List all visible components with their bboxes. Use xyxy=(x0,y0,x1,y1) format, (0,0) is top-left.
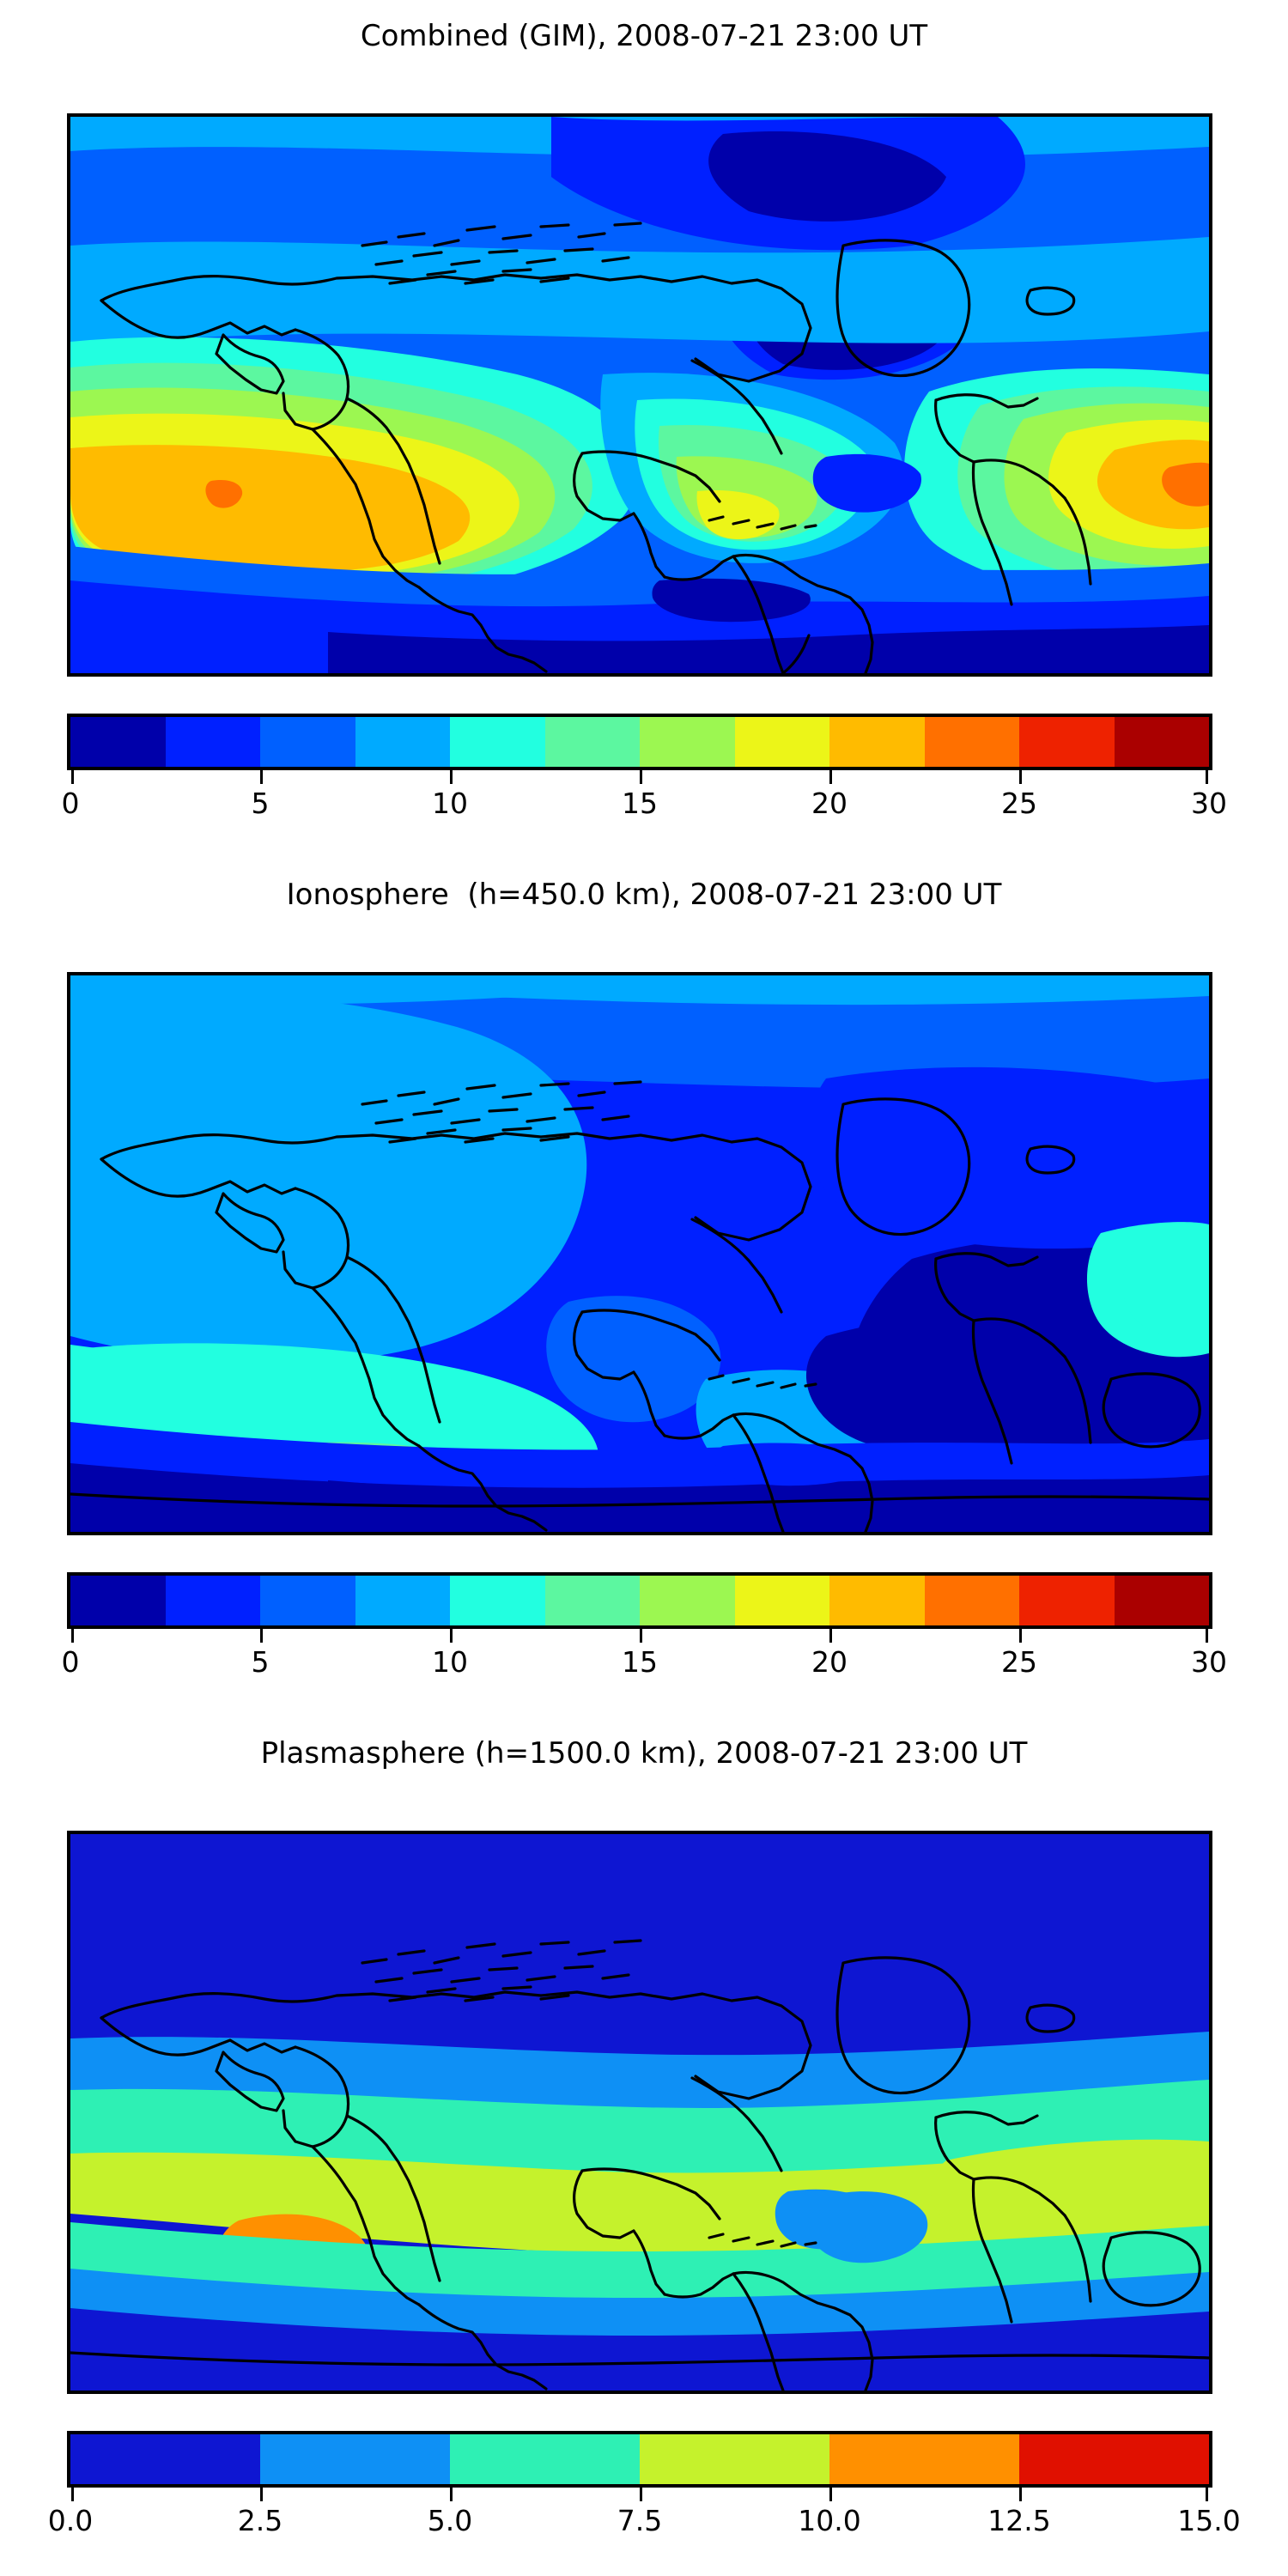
colorbar-ticklabel-1: 2.5 xyxy=(237,2504,283,2537)
colorbar-swatch-11 xyxy=(1114,1576,1209,1625)
colorbar-ticklabel-5: 25 xyxy=(1001,787,1037,820)
colorbar-tick-2 xyxy=(450,770,453,784)
panel-title-plasmasphere: Plasmasphere (h=1500.0 km), 2008-07-21 2… xyxy=(260,1736,1028,1771)
panel-combined-gim: Combined (GIM), 2008-07-21 23:00 UT xyxy=(0,0,1288,859)
map-canvas-combined xyxy=(70,117,1209,673)
colorbar-swatch-8 xyxy=(829,1576,925,1625)
colorbar-swatch-1 xyxy=(260,2434,450,2484)
colorbar-swatch-5 xyxy=(1019,2434,1209,2484)
colorbar-tick-1 xyxy=(260,770,263,784)
colorbar-swatch-3 xyxy=(355,1576,450,1625)
colorbar-swatch-1 xyxy=(165,717,260,767)
colorbar-tick-2 xyxy=(450,1629,453,1643)
colorbar-ticklabel-6: 30 xyxy=(1191,787,1227,820)
colorbar-ticklabel-4: 20 xyxy=(811,787,848,820)
colorbar-tick-3 xyxy=(640,770,642,784)
colorbar-swatch-5 xyxy=(544,1576,640,1625)
colorbar-tick-6 xyxy=(1206,770,1208,784)
colorbar-ticks-plasmasphere xyxy=(67,2488,1212,2510)
colorbar-tick-0 xyxy=(71,2488,74,2501)
colorbar-tick-0 xyxy=(71,770,74,784)
panel-title-combined: Combined (GIM), 2008-07-21 23:00 UT xyxy=(360,19,928,53)
colorbar-ticks-ionosphere xyxy=(67,1629,1212,1651)
colorbar-ticklabel-1: 5 xyxy=(251,1645,270,1679)
colorbar-tick-3 xyxy=(640,1629,642,1643)
colorbar-ticklabel-2: 10 xyxy=(432,1645,468,1679)
colorbar-ticklabels-combined: 0 5 10 15 20 25 30 xyxy=(62,787,1228,826)
colorbar-swatch-2 xyxy=(260,717,355,767)
colorbar-swatch-0 xyxy=(70,717,166,767)
colorbar-swatch-1 xyxy=(165,1576,260,1625)
colorbar-tick-2 xyxy=(450,2488,453,2501)
colorbar-swatch-7 xyxy=(734,1576,829,1625)
colorbar-tick-4 xyxy=(829,2488,832,2501)
panel-ionosphere: Ionosphere (h=450.0 km), 2008-07-21 23:0… xyxy=(0,859,1288,1717)
colorbar-ticklabel-6: 30 xyxy=(1191,1645,1227,1679)
colorbar-tick-5 xyxy=(1019,2488,1022,2501)
colorbar-tick-6 xyxy=(1206,2488,1208,2501)
colorbar-ticklabel-6: 15.0 xyxy=(1177,2504,1241,2537)
colorbar-swatch-10 xyxy=(1019,1576,1115,1625)
colorbar-swatch-4 xyxy=(829,2434,1019,2484)
colorbar-swatch-0 xyxy=(70,1576,166,1625)
colorbar-ticklabel-2: 10 xyxy=(432,787,468,820)
colorbar-ticklabel-1: 5 xyxy=(251,787,270,820)
colorbar-swatch-0 xyxy=(70,2434,260,2484)
colorbar-plasmasphere xyxy=(67,2431,1212,2488)
colorbar-tick-1 xyxy=(260,1629,263,1643)
colorbar-swatch-3 xyxy=(355,717,450,767)
colorbar-ticklabel-3: 7.5 xyxy=(617,2504,663,2537)
colorbar-ticklabels-plasmasphere: 0.0 2.5 5.0 7.5 10.0 12.5 15.0 xyxy=(48,2504,1241,2543)
colorbar-ticklabel-4: 10.0 xyxy=(798,2504,861,2537)
colorbar-ticks-combined xyxy=(67,770,1212,793)
colorbar-tick-1 xyxy=(260,2488,263,2501)
colorbar-ticklabel-2: 5.0 xyxy=(427,2504,473,2537)
colorbar-swatch-3 xyxy=(640,2434,829,2484)
colorbar-tick-4 xyxy=(829,1629,832,1643)
colorbar-tick-3 xyxy=(640,2488,642,2501)
map-plasmasphere xyxy=(67,1831,1212,2394)
colorbar-ticklabel-3: 15 xyxy=(622,787,658,820)
colorbar-ticklabel-3: 15 xyxy=(622,1645,658,1679)
colorbar-combined xyxy=(67,714,1212,770)
colorbar-swatch-8 xyxy=(829,717,925,767)
colorbar-swatch-4 xyxy=(450,717,545,767)
colorbar-ionosphere xyxy=(67,1572,1212,1629)
colorbar-ticklabel-0: 0 xyxy=(61,787,80,820)
colorbar-swatch-10 xyxy=(1019,717,1115,767)
colorbar-swatch-9 xyxy=(924,717,1019,767)
colorbar-swatch-2 xyxy=(260,1576,355,1625)
colorbar-swatch-6 xyxy=(640,717,735,767)
colorbar-tick-5 xyxy=(1019,1629,1022,1643)
colorbar-tick-4 xyxy=(829,770,832,784)
colorbar-tick-0 xyxy=(71,1629,74,1643)
colorbar-swatch-11 xyxy=(1114,717,1209,767)
map-canvas-plasmasphere xyxy=(70,1834,1209,2391)
map-combined-gim xyxy=(67,113,1212,677)
colorbar-swatch-2 xyxy=(450,2434,640,2484)
panel-plasmasphere: Plasmasphere (h=1500.0 km), 2008-07-21 2… xyxy=(0,1717,1288,2576)
map-ionosphere xyxy=(67,972,1212,1535)
colorbar-swatch-7 xyxy=(734,717,829,767)
colorbar-tick-5 xyxy=(1019,770,1022,784)
colorbar-ticklabel-5: 12.5 xyxy=(987,2504,1051,2537)
colorbar-ticklabel-5: 25 xyxy=(1001,1645,1037,1679)
colorbar-swatch-4 xyxy=(450,1576,545,1625)
colorbar-ticklabel-0: 0 xyxy=(61,1645,80,1679)
colorbar-swatch-6 xyxy=(640,1576,735,1625)
colorbar-ticklabel-0: 0.0 xyxy=(47,2504,94,2537)
panel-title-ionosphere: Ionosphere (h=450.0 km), 2008-07-21 23:0… xyxy=(286,878,1002,912)
map-canvas-ionosphere xyxy=(70,975,1209,1532)
colorbar-ticklabels-ionosphere: 0 5 10 15 20 25 30 xyxy=(62,1645,1228,1685)
colorbar-swatch-5 xyxy=(544,717,640,767)
colorbar-tick-6 xyxy=(1206,1629,1208,1643)
colorbar-swatch-9 xyxy=(924,1576,1019,1625)
colorbar-ticklabel-4: 20 xyxy=(811,1645,848,1679)
